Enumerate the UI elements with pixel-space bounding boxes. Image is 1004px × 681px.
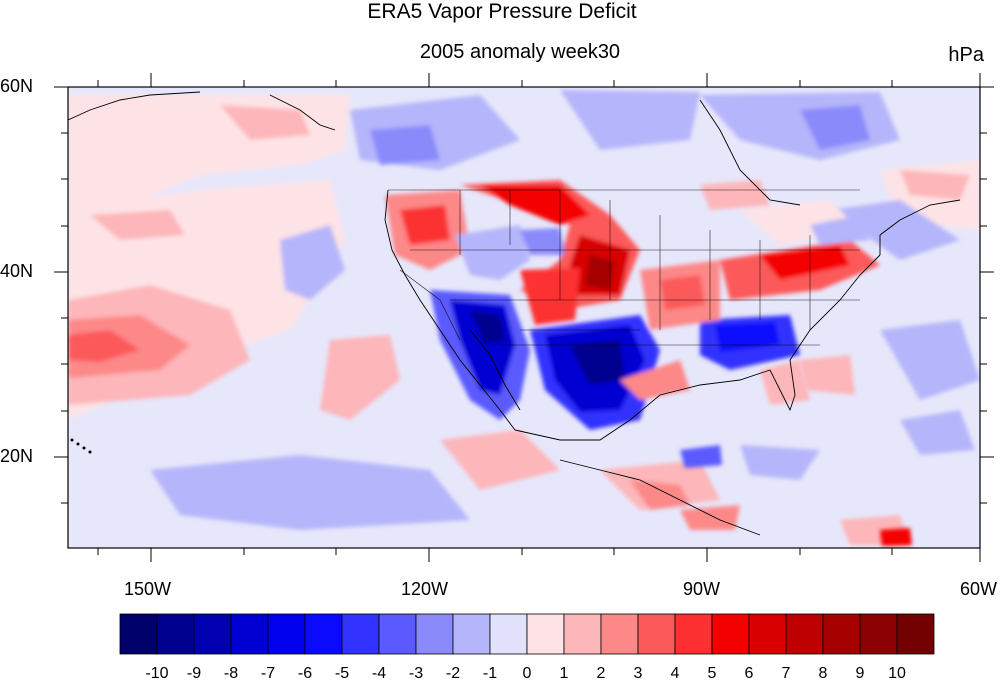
colorbar-swatch — [896, 613, 935, 655]
colorbar-tick-label: -1 — [483, 665, 497, 681]
islands — [70, 438, 92, 454]
lat-label-40n: 40N — [0, 261, 34, 281]
colorbar-tick-label: 10 — [888, 665, 906, 681]
colorbar-swatch — [859, 613, 898, 655]
political-boundaries — [388, 189, 860, 346]
lon-label-150w: 150W — [124, 579, 172, 599]
colorbar-swatch — [711, 613, 750, 655]
colorbar-swatch — [674, 613, 713, 655]
colorbar-tick-label: 9 — [856, 665, 865, 681]
axis-ticks — [54, 73, 994, 562]
colorbar-tick-label: 8 — [819, 665, 828, 681]
colorbar-swatch — [119, 613, 158, 655]
colorbar-swatch — [415, 613, 454, 655]
colorbar-swatch — [341, 613, 380, 655]
colorbar-tick-label: -4 — [372, 665, 386, 681]
colorbar-swatch — [193, 613, 232, 655]
colorbar-tick-label: -10 — [145, 665, 168, 681]
colorbar-tick-label: 4 — [671, 665, 680, 681]
lon-label-60w: 60W — [960, 579, 998, 599]
map-subtitle: 2005 anomaly week30 — [419, 41, 621, 63]
map-title: ERA5 Vapor Pressure Deficit — [367, 0, 637, 23]
colorbar-swatch — [156, 613, 195, 655]
colorbar-tick-label: -9 — [187, 665, 201, 681]
colorbar-tick-label: 3 — [634, 665, 643, 681]
colorbar-swatch — [526, 613, 565, 655]
colorbar-tick-label: 2 — [597, 665, 606, 681]
colorbar-tick-label: 5 — [708, 665, 717, 681]
colorbar-swatch — [637, 613, 676, 655]
colorbar-tick-label: -2 — [446, 665, 460, 681]
coastline — [68, 91, 961, 536]
colorbar-tick-label: 6 — [745, 665, 754, 681]
lon-label-120w: 120W — [401, 579, 449, 599]
colorbar: -10 -9 -8 -7 -6 -5 -4 -3 -2 -1 0 1 2 3 4 5 6 7 8 9 10 — [119, 613, 935, 681]
colorbar-swatch — [748, 613, 787, 655]
colorbar-tick-label: -6 — [298, 665, 312, 681]
colorbar-tick-label: 7 — [782, 665, 791, 681]
colorbar-tick-label: 1 — [560, 665, 569, 681]
colorbar-swatch — [304, 613, 343, 655]
colorbar-swatch — [378, 613, 417, 655]
lat-label-20n: 20N — [0, 446, 34, 466]
colorbar-tick-label: -7 — [261, 665, 275, 681]
lon-label-90w: 90W — [683, 579, 721, 599]
colorbar-swatch — [822, 613, 861, 655]
lat-label-60n: 60N — [0, 76, 34, 96]
colorbar-tick-label: -3 — [409, 665, 423, 681]
units-label: hPa — [948, 44, 984, 66]
colorbar-tick-label: -5 — [335, 665, 349, 681]
colorbar-tick-label: -8 — [224, 665, 238, 681]
colorbar-swatch — [489, 613, 528, 655]
colorbar-swatch — [267, 613, 306, 655]
colorbar-swatch — [600, 613, 639, 655]
colorbar-tick-label: 0 — [523, 665, 532, 681]
colorbar-swatch — [563, 613, 602, 655]
colorbar-swatch — [452, 613, 491, 655]
colorbar-swatch — [230, 613, 269, 655]
anomaly-field — [68, 87, 980, 548]
colorbar-swatch — [785, 613, 824, 655]
